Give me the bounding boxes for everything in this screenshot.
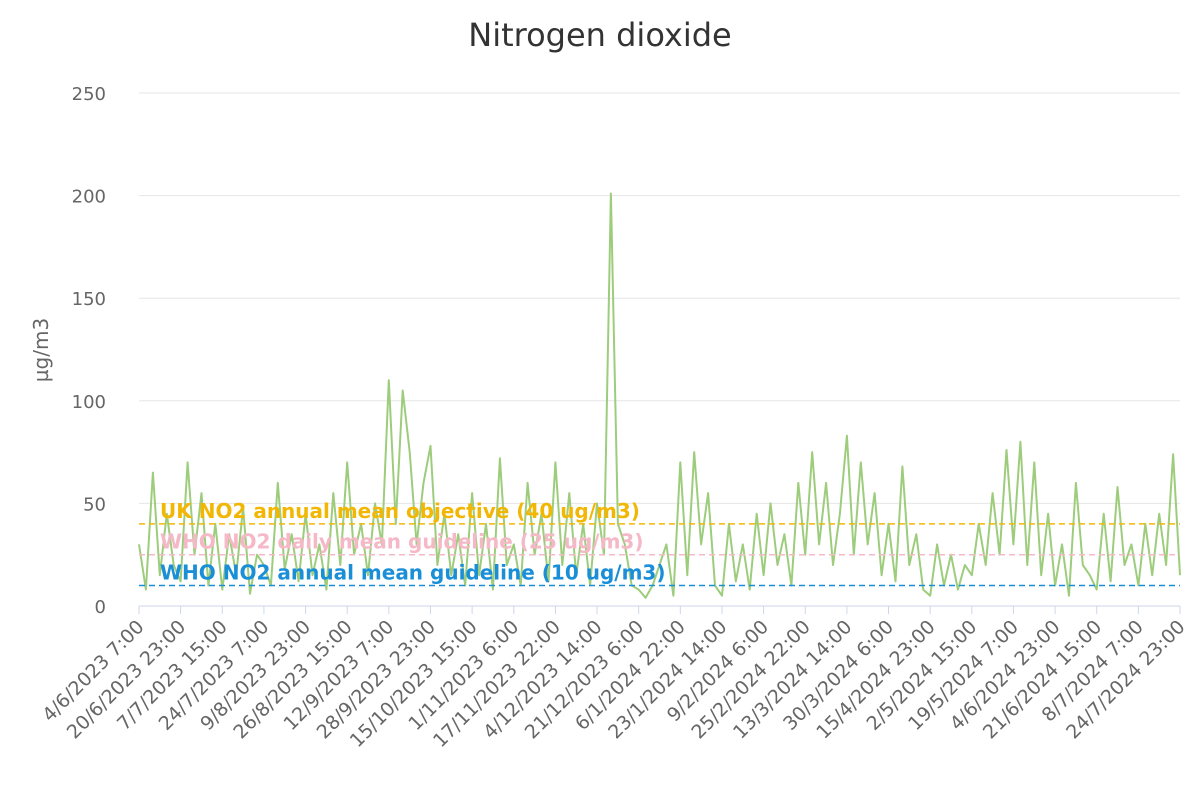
data-line — [138, 192, 1181, 599]
y-axis-label: µg/m3 — [29, 318, 53, 382]
y-tick-label: 150 — [72, 289, 106, 310]
y-tick-label: 250 — [72, 84, 106, 105]
y-tick-label: 200 — [72, 187, 106, 208]
y-tick-label: 100 — [72, 392, 106, 413]
reference-label: UK NO2 annual mean objective (40 ug/m3) — [160, 499, 640, 523]
reference-label: WHO NO2 annual mean guideline (10 ug/m3) — [160, 560, 665, 584]
chart-title: Nitrogen dioxide — [468, 16, 731, 54]
y-tick-label: 50 — [83, 494, 106, 515]
reference-label: WHO NO2 daily mean guideline (25 ug/m3) — [160, 530, 643, 554]
y-tick-label: 0 — [95, 597, 106, 618]
